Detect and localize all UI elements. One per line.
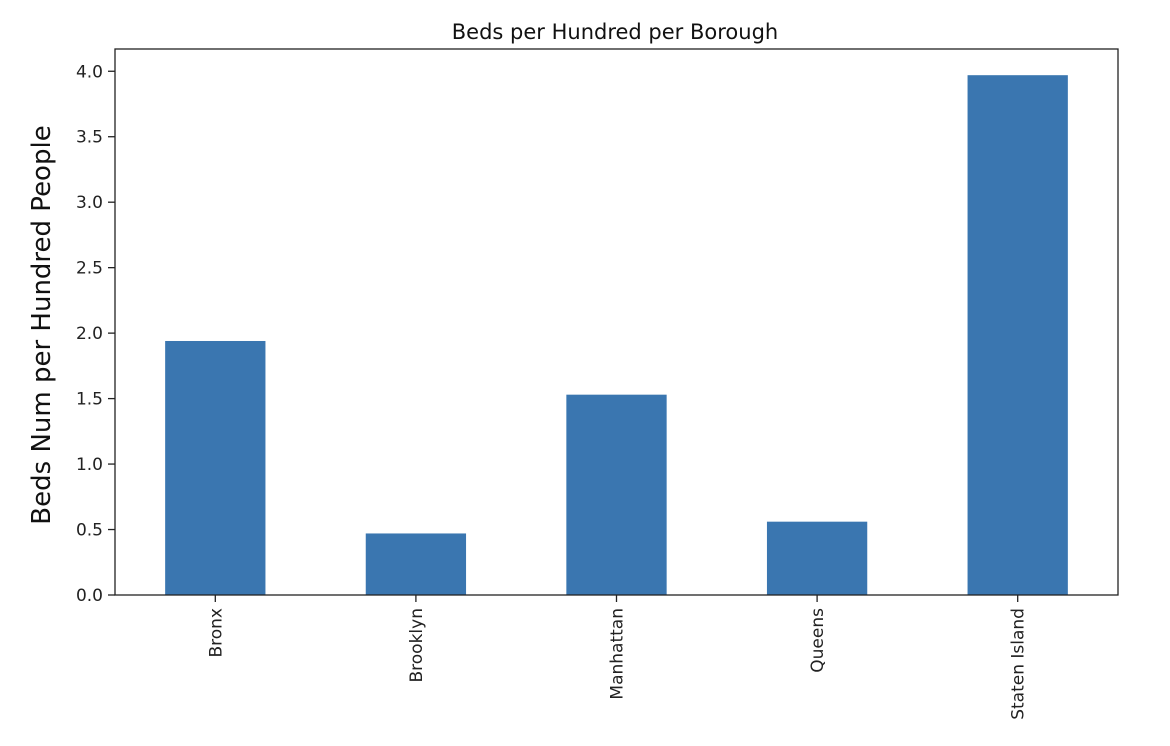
x-tick-label: Bronx bbox=[206, 608, 226, 658]
bar-staten-island bbox=[967, 75, 1068, 595]
y-tick-label: 1.5 bbox=[76, 390, 103, 410]
y-tick-label: 0.5 bbox=[76, 521, 103, 541]
y-axis-title: Beds Num per Hundred People bbox=[27, 125, 57, 524]
x-tick-label: Queens bbox=[808, 608, 828, 673]
x-tick-label: Brooklyn bbox=[407, 608, 427, 682]
y-tick-label: 1.0 bbox=[76, 455, 103, 475]
bar-brooklyn bbox=[365, 533, 467, 595]
y-tick-label: 0.0 bbox=[76, 586, 103, 606]
x-tick-label: Manhattan bbox=[608, 608, 628, 700]
bar-queens bbox=[766, 521, 868, 595]
y-tick-label: 2.0 bbox=[76, 324, 103, 344]
y-tick-label: 4.0 bbox=[76, 62, 103, 82]
bar-bronx bbox=[165, 340, 266, 595]
y-tick-label: 3.5 bbox=[76, 128, 103, 148]
bar-manhattan bbox=[566, 394, 667, 595]
x-tick-label: Staten Island bbox=[1009, 608, 1029, 720]
plot-area: 0.0 0.5 1.0 1.5 2.0 2.5 3.0 3.5 4.0 Bronx Brooklyn… bbox=[76, 48, 1119, 720]
y-tick-label: 3.0 bbox=[76, 193, 103, 213]
chart-title: Beds per Hundred per Borough bbox=[452, 20, 778, 44]
y-tick-label: 2.5 bbox=[76, 259, 103, 279]
